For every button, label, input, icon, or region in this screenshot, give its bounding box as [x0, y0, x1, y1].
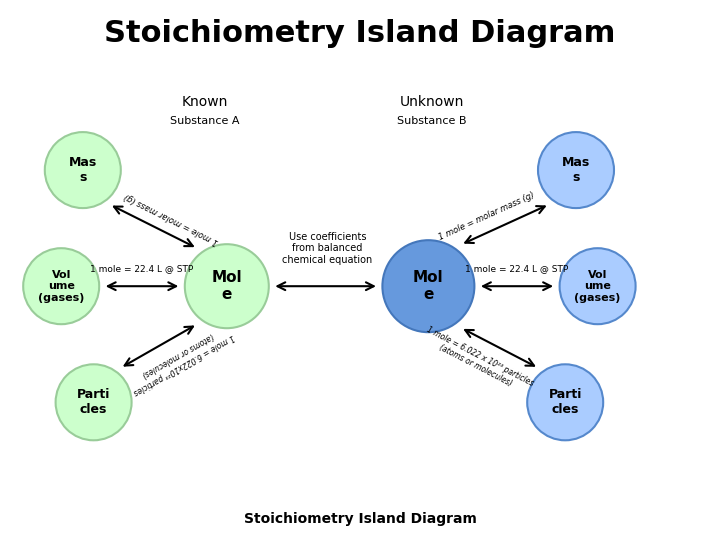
Text: Vol
ume
(gases): Vol ume (gases): [575, 269, 621, 303]
Text: 1 mole = 22.4 L @ STP: 1 mole = 22.4 L @ STP: [91, 264, 194, 273]
Ellipse shape: [559, 248, 636, 324]
Text: 1 mole = molar mass (g): 1 mole = molar mass (g): [122, 191, 220, 246]
Text: Vol
ume
(gases): Vol ume (gases): [38, 269, 84, 303]
Ellipse shape: [55, 364, 132, 440]
Ellipse shape: [538, 132, 614, 208]
Text: 1 mole = 6.022x10²³ particles
(atoms or molecules): 1 mole = 6.022x10²³ particles (atoms or …: [126, 323, 235, 396]
Text: Unknown: Unknown: [400, 94, 464, 109]
Text: Known: Known: [182, 94, 228, 109]
Ellipse shape: [382, 240, 474, 332]
Text: 1 mole = 6.022 x 10²³ particles
(atoms or molecules): 1 mole = 6.022 x 10²³ particles (atoms o…: [420, 325, 536, 397]
Text: 1 mole = molar mass (g): 1 mole = molar mass (g): [438, 191, 536, 242]
Text: Mas
s: Mas s: [68, 156, 97, 184]
Ellipse shape: [527, 364, 603, 440]
Ellipse shape: [45, 132, 121, 208]
Text: Parti
cles: Parti cles: [549, 388, 582, 416]
Text: Use coefficients
from balanced
chemical equation: Use coefficients from balanced chemical …: [282, 232, 373, 265]
Text: Stoichiometry Island Diagram: Stoichiometry Island Diagram: [104, 19, 616, 48]
Text: Mol
e: Mol e: [413, 270, 444, 302]
Text: Parti
cles: Parti cles: [77, 388, 110, 416]
Text: 1 mole = 22.4 L @ STP: 1 mole = 22.4 L @ STP: [465, 264, 569, 273]
Ellipse shape: [185, 244, 269, 328]
Text: Mas
s: Mas s: [562, 156, 590, 184]
Text: Substance B: Substance B: [397, 116, 467, 126]
Text: Stoichiometry Island Diagram: Stoichiometry Island Diagram: [243, 512, 477, 526]
Text: Substance A: Substance A: [171, 116, 240, 126]
Text: Mol
e: Mol e: [212, 270, 242, 302]
Ellipse shape: [23, 248, 99, 324]
